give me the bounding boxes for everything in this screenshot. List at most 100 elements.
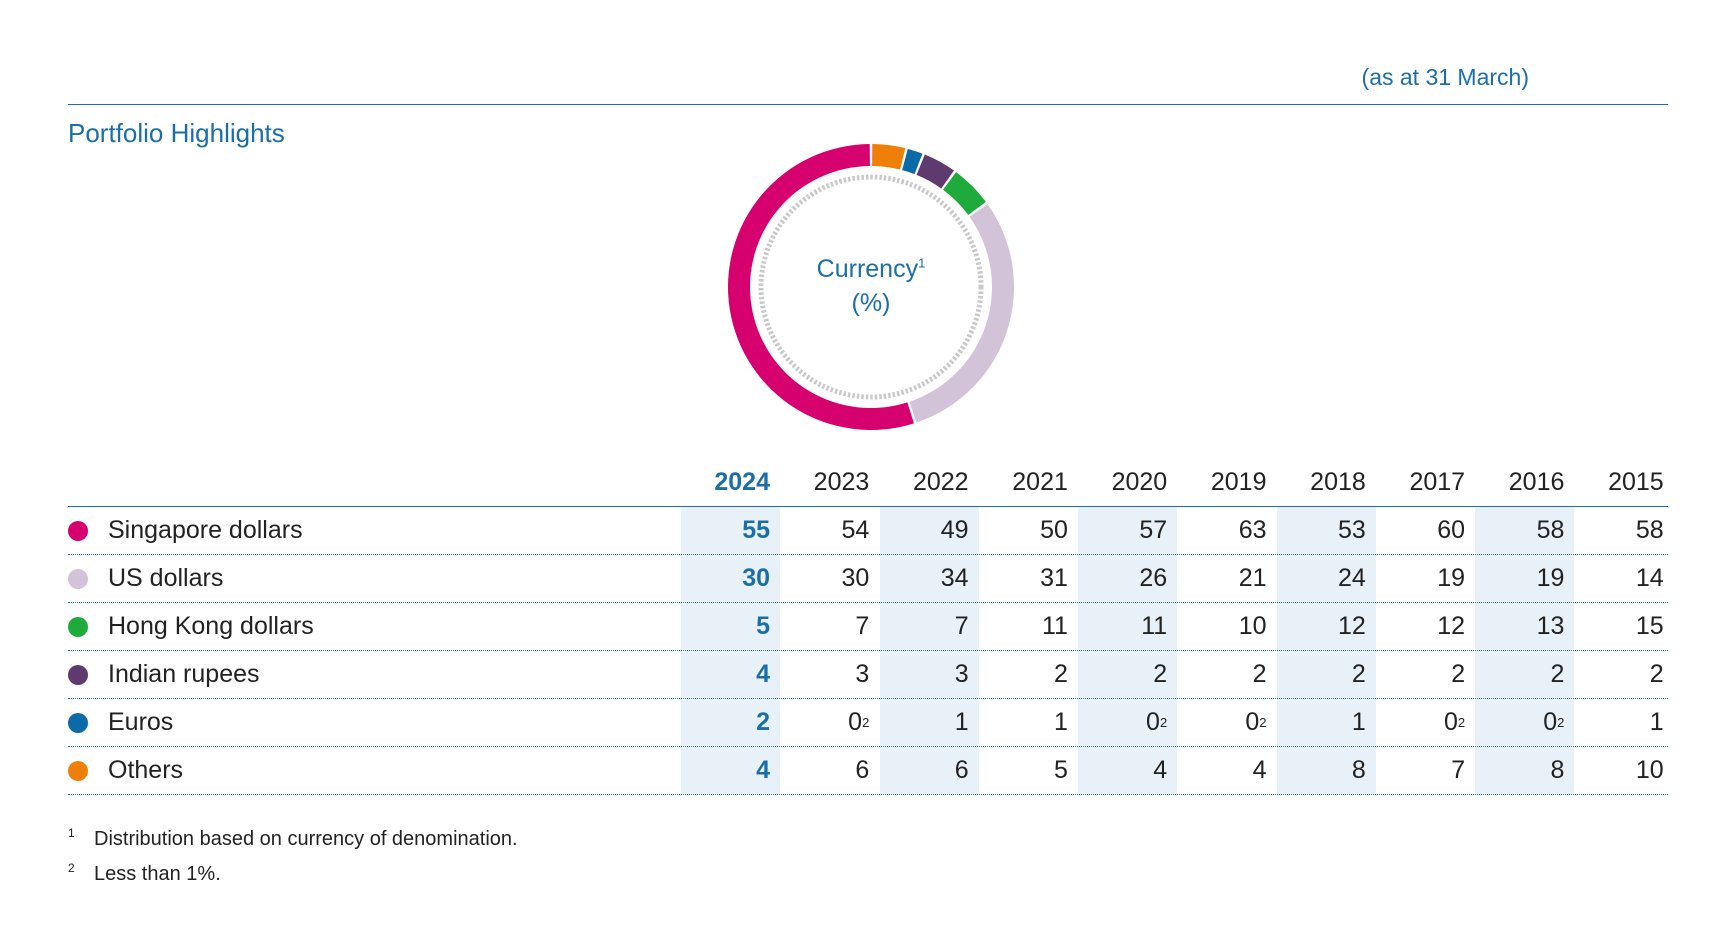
- column-header-2024: 2024: [714, 467, 770, 496]
- table-cell: 2: [1078, 651, 1177, 698]
- cell-value: 8: [1351, 756, 1366, 784]
- cell-value: 10: [1635, 756, 1664, 784]
- row-label-text: US dollars: [108, 564, 224, 592]
- cell-value: 2: [1451, 660, 1466, 688]
- column-band: [1276, 507, 1376, 554]
- table-cell: 4: [681, 651, 780, 698]
- cell-value: 30: [841, 564, 870, 592]
- row-label: Hong Kong dollars: [68, 603, 314, 650]
- cell-value: 1: [954, 708, 969, 736]
- column-band: [1078, 603, 1178, 650]
- donut-slice-euros: [902, 148, 923, 175]
- column-header-2021: 2021: [1012, 467, 1068, 496]
- cell-value: 55: [742, 516, 770, 544]
- table-cell: 1: [979, 699, 1078, 746]
- cell-value: 4: [1153, 756, 1168, 784]
- column-header-2015: 2015: [1608, 467, 1664, 496]
- donut-label-unit: (%): [851, 289, 891, 317]
- table-cell: 53: [1277, 507, 1376, 554]
- legend-dot-icon: [68, 712, 88, 733]
- row-label: Singapore dollars: [68, 507, 303, 554]
- table-cell: 15: [1575, 603, 1674, 650]
- row-label: Euros: [68, 699, 173, 746]
- table-cell: 30: [780, 555, 879, 602]
- table-cell: 1: [880, 699, 979, 746]
- table-cell: 2: [1575, 651, 1674, 698]
- column-band: [879, 747, 979, 794]
- column-header-2018: 2018: [1310, 467, 1366, 496]
- table-cell: 4: [681, 747, 780, 794]
- table-cell: 2: [1178, 651, 1277, 698]
- cell-value: 11: [1041, 612, 1068, 640]
- table-cell: 8: [1475, 747, 1574, 794]
- column-band: [1475, 507, 1575, 554]
- cell-value: 50: [1040, 516, 1068, 544]
- cell-value: 8: [1550, 756, 1565, 784]
- donut-slice-us-dollars: [909, 203, 1014, 423]
- cell-value: 4: [756, 660, 770, 688]
- table-cell: 7: [1376, 747, 1475, 794]
- table-cell: 12: [1277, 603, 1376, 650]
- cell-value: 1: [1053, 708, 1068, 736]
- table-cell: 1: [1277, 699, 1376, 746]
- section-title: Portfolio Highlights: [68, 118, 285, 148]
- cell-value: 57: [1139, 516, 1168, 544]
- column-band: [879, 603, 979, 650]
- table-cell: 4: [1178, 747, 1277, 794]
- table-cell: 7: [780, 603, 879, 650]
- cell-value: 24: [1337, 564, 1366, 592]
- row-label: Others: [68, 747, 183, 794]
- cell-value: 7: [855, 612, 870, 640]
- table-cell: 10: [1575, 747, 1674, 794]
- cell-value: 58: [1635, 516, 1664, 544]
- donut-slice-hong-kong-dollars: [943, 172, 986, 215]
- cell-value: 2: [1550, 660, 1565, 688]
- row-label-text: Indian rupees: [108, 660, 260, 688]
- legend-dot-icon: [68, 760, 88, 781]
- cell-value: 21: [1238, 564, 1267, 592]
- cell-value: 15: [1635, 612, 1664, 640]
- cell-value: 34: [940, 564, 969, 592]
- table-cell: 54: [780, 507, 879, 554]
- column-band: [681, 555, 780, 602]
- column-band: [1078, 747, 1178, 794]
- cell-value: 0: [1543, 708, 1558, 736]
- table-cell: 3: [780, 651, 879, 698]
- footnote-mark: 2: [68, 861, 75, 875]
- table-row: Euros 2 0 2 1 1 0 2 0 2 1 0 2 0 2 1: [68, 699, 1668, 747]
- table-cell: 63: [1178, 507, 1277, 554]
- table-cell: 26: [1078, 555, 1177, 602]
- cell-value: 0: [1146, 708, 1160, 736]
- donut-inner-dotted-ring: [758, 174, 984, 400]
- cell-value: 2: [1252, 660, 1267, 688]
- column-band: [1475, 699, 1575, 746]
- table-cell: 11: [1078, 603, 1177, 650]
- column-band: [1276, 699, 1376, 746]
- table-cell: 3: [880, 651, 979, 698]
- column-band: [1276, 603, 1376, 650]
- table-cell: 58: [1575, 507, 1674, 554]
- cell-value: 58: [1536, 516, 1565, 544]
- table-cell: 34: [880, 555, 979, 602]
- top-divider: [68, 104, 1668, 105]
- table-cell: 10: [1178, 603, 1277, 650]
- donut-svg: [728, 144, 1014, 431]
- row-label: Indian rupees: [68, 651, 260, 698]
- table-cell: 6: [880, 747, 979, 794]
- table-cell: 19: [1475, 555, 1574, 602]
- table-cell: 2: [681, 699, 780, 746]
- table-cell: 12: [1376, 603, 1475, 650]
- cell-value: 0: [1443, 708, 1458, 736]
- cell-value: 54: [841, 516, 870, 544]
- cell-value: 10: [1238, 612, 1267, 640]
- donut-label-title: Currency: [816, 255, 919, 283]
- table-cell: 58: [1475, 507, 1574, 554]
- table-cell: 5: [681, 603, 780, 650]
- donut-label-footnote-mark: 1: [918, 255, 926, 271]
- table-cell: 8: [1277, 747, 1376, 794]
- table-cell: 11: [979, 603, 1078, 650]
- donut-slice-indian-rupees: [916, 154, 955, 189]
- cell-value: 7: [954, 612, 969, 640]
- column-band: [681, 651, 780, 698]
